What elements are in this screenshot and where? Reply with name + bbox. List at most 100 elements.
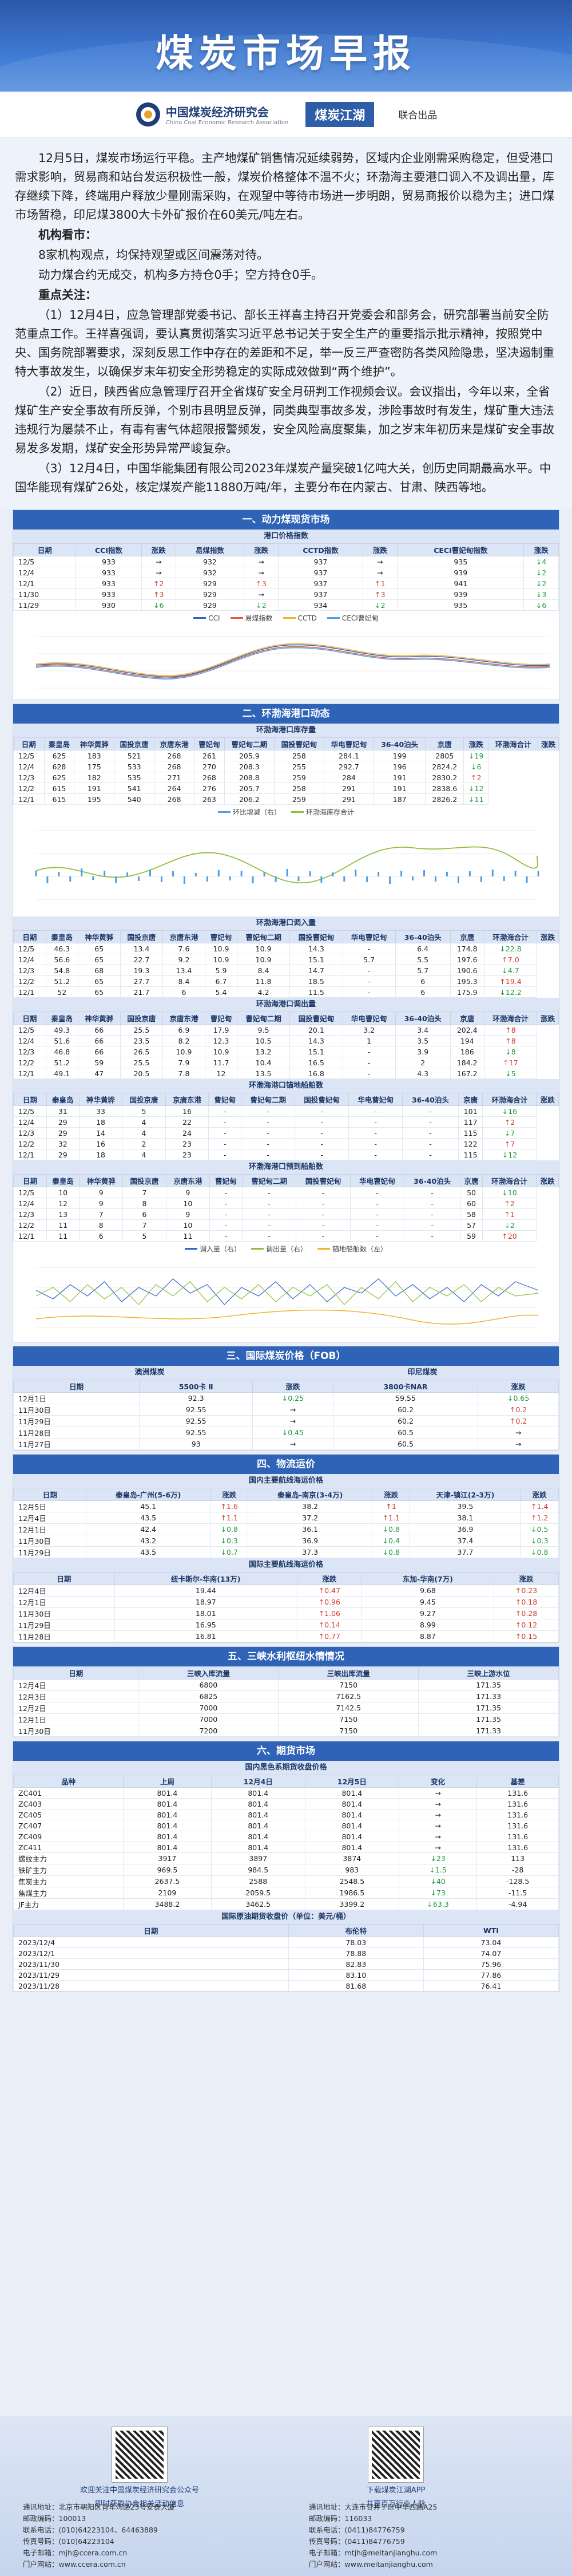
table-cell: 11/29 [13,599,77,611]
table-cell: 8 [122,1198,166,1209]
table-cell: 56.6 [45,954,78,965]
legend-item: CCI [193,613,220,623]
table-cell: 205.7 [224,783,275,794]
table-cell: 801.4 [123,1842,212,1853]
table-cell: 2059.5 [210,1887,305,1899]
table-cell: 12/5 [13,556,77,567]
table-cell: ↑1.1 [209,1512,249,1524]
column-header: 国投曹妃甸 [295,1093,349,1106]
column-header: 秦皇岛 [45,1012,78,1025]
table-cell: 131.6 [476,1831,559,1842]
table-cell: 12/1 [13,578,77,589]
column-header: 京唐东港 [165,1174,210,1187]
table-cell: → [398,1787,478,1799]
table-cell: 6 [122,1208,166,1220]
table-cell: 101 [458,1105,483,1117]
table-cell: 11月30日 [13,1404,140,1416]
table-cell: ZC403 [13,1798,124,1809]
table-cell: 7 [122,1219,166,1231]
contact-line: 邮政编码：116033 [309,2514,372,2523]
qr-ccera-icon[interactable] [112,2427,168,2483]
table-cell: 65 [77,943,121,954]
table-cell: 969.5 [123,1864,212,1876]
table-row: 11月27日 93 → 60.5 → [13,1438,559,1450]
table-cell: 131.6 [476,1809,559,1820]
table-cell: 33 [78,1105,123,1117]
table-cell: 801.4 [123,1787,212,1799]
column-header: 12月4日 [210,1775,305,1788]
table-cell: ↑1 [482,1208,537,1220]
table-cell: 65 [77,986,121,998]
column-header: 36-40泊头 [402,1093,459,1106]
table-cell: 259 [273,793,324,805]
table-cell: - [296,1230,351,1242]
table-cell: 铁矿主力 [13,1864,124,1876]
table-cell: ↑19.4 [483,975,538,987]
table-cell: 268 [154,793,195,805]
table-cell: 10.9 [162,1046,206,1057]
intro-text: 12月5日，煤炭市场运行平稳。主产地煤矿销售情况延续弱势，区域内企业刚需采购稳定… [0,137,572,509]
table-cell: 19.3 [120,965,163,976]
table-cell: 10.9 [236,943,291,954]
qr-ccera-col: 欢迎关注中国煤炭经济研究会公众号 即时获取协会相关活动信息 [80,2427,199,2510]
table-cell: 39.5 [410,1500,521,1512]
table-cell: ↓3 [523,588,559,600]
table-row: 12/4 29 18 4 22- - - - -117 ↑2 [13,1116,559,1128]
table-header-row: 日期 秦皇岛 神华黄骅 国投京唐 京唐东港 曹妃甸 曹妃甸二期 国投曹妃甸 华电曹妃甸 36-40… [13,737,559,750]
port-arrive-table: 日期 秦皇岛 神华黄骅 国投京唐 京唐东港 曹妃甸 曹妃甸二期 国投曹妃甸 华电曹妃甸 36-40… [13,1174,559,1242]
table-cell: 255 [273,761,324,772]
table-row: 12/3 54.8 68 19.3 13.4 5.9 8.4 14.7-5.7 190.6 ↓4.… [13,965,559,976]
table-cell: - [208,1149,242,1160]
table-cell: 6.7 [205,975,237,987]
table-cell: 801.4 [123,1831,212,1842]
column-header: 日期 [13,1924,289,1937]
table-cell: 291 [323,793,374,805]
table-cell: 59.55 [332,1392,479,1404]
table-cell: 11月30日 [13,1535,87,1547]
table-cell: 18 [78,1116,123,1128]
intl-groups: 澳洲煤炭 印尼煤炭 [13,1366,559,1380]
section-intl: 三、国际煤炭价格（FOB） 澳洲煤炭 印尼煤炭 日期 5500卡 Ⅱ 涨跌 3800卡… [13,1346,559,1451]
table-cell: ↓2 [482,1219,537,1231]
table-cell: 42.4 [86,1523,210,1535]
column-header: 华电曹妃甸 [342,930,396,943]
table-row: 2023/11/28 81.68 76.41 [13,1980,559,1992]
qr-app-icon[interactable] [368,2427,424,2483]
table-cell: 3462.5 [210,1898,305,1910]
table-cell: ↓1.5 [398,1864,478,1876]
table-cell: - [349,1187,405,1198]
intl-price-table: 日期 5500卡 Ⅱ 涨跌 3800卡NAR 涨跌 12月1日 92.3 ↓0.25 59.55… [13,1380,559,1450]
table-cell: 983 [304,1864,399,1876]
table-cell: 5.4 [205,986,237,998]
column-header: 日期 [13,543,77,556]
table-cell: ↓0.4 [371,1535,411,1547]
outflow-line [35,1281,539,1305]
table-cell: 2 [122,1138,166,1149]
section-spot: 一、动力煤现货市场 港口价格指数 日期 CCI指数 涨跌 易煤指数 涨跌 CCTD指数 涨跌… [13,509,559,700]
table-cell: 12/5 [13,1024,46,1036]
table-cell: 12/3 [13,1127,47,1139]
table-cell: 11月29日 [13,1619,115,1631]
table-row: 11月28日 92.55 ↓0.45 60.5 → [13,1427,559,1439]
table-cell: 12月3日 [13,1690,139,1702]
table-cell: 20.5 [120,1068,163,1079]
table-cell: 12.3 [205,1035,237,1046]
table-cell: - [404,1198,461,1209]
table-cell: 186 [450,1046,484,1057]
table-cell: 174.8 [450,943,484,954]
table-row: 11月29日 43.5 ↓0.7 37.3 ↓0.8 37.7 ↓0.8 [13,1546,559,1558]
table-header-row: 日期 纽卡斯尔-华南(13万) 涨跌 东加-华南(7万) 涨跌 [13,1572,559,1585]
table-cell: 258 [273,783,324,794]
table-cell: 194 [450,1035,484,1046]
legend-label: CCI [208,614,220,622]
table-cell: 7000 [138,1702,279,1714]
column-header: 涨跌 [362,543,398,556]
table-row: 12/3 29 14 4 24- - - - -115 ↓7 [13,1127,559,1139]
table-cell: 23 [165,1149,209,1160]
table-cell: 11月29日 [13,1415,140,1427]
column-header: 京唐东港 [162,930,206,943]
table-cell: 2023/11/29 [13,1969,289,1981]
table-row: 11月30日 7200 7150 171.33 [13,1725,559,1737]
org-strip: 中国煤炭经济研究会 China Coal Economic Research As… [0,92,572,137]
table-cell: ↓0.5 [520,1523,559,1535]
